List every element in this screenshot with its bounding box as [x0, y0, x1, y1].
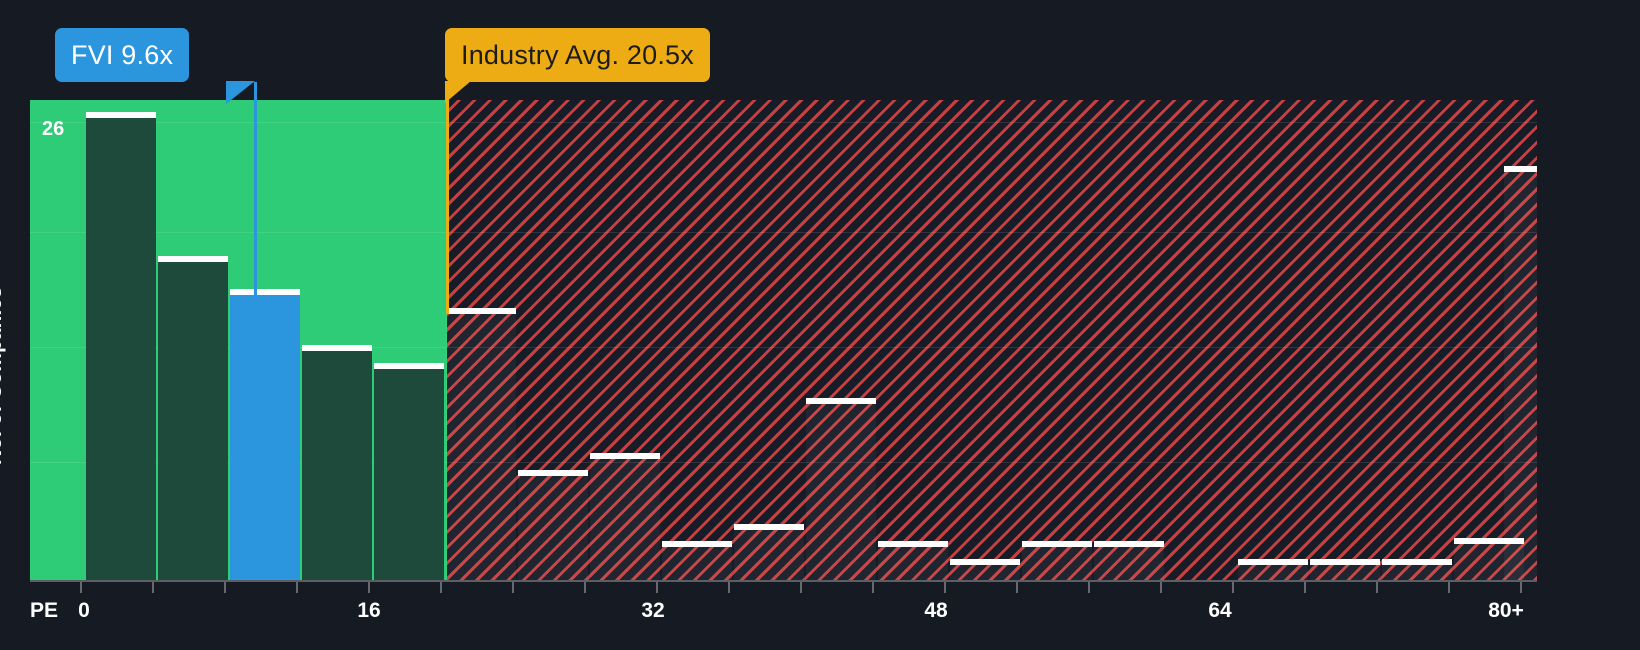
bar-pe-0-4[interactable]: [86, 112, 156, 580]
bar-cap: [950, 559, 1020, 565]
fvi-marker-line: [254, 82, 257, 295]
industry-average-marker-line: [446, 82, 449, 314]
x-axis-tick: [368, 582, 370, 593]
x-axis-label-0: 0: [78, 599, 90, 622]
bar-pe-64-68[interactable]: [1238, 559, 1308, 580]
x-axis-tick: [80, 582, 82, 593]
x-axis-tick: [440, 582, 442, 593]
x-axis-tick: [224, 582, 226, 593]
x-axis-label-48: 48: [924, 599, 948, 622]
bar-pe-32-36[interactable]: [662, 541, 732, 580]
x-axis-tick: [1376, 582, 1378, 593]
x-axis-tick: [152, 582, 154, 593]
x-axis-tick: [728, 582, 730, 593]
bar-pe-4-8[interactable]: [158, 256, 228, 580]
bar-cap: [302, 345, 372, 351]
x-axis-tick: [872, 582, 874, 593]
x-axis-label-80-plus: 80+: [1488, 599, 1524, 622]
fvi-callout[interactable]: FVI 9.6x: [55, 28, 190, 82]
bar-cap: [590, 453, 660, 459]
bar-pe-52-56[interactable]: [1022, 541, 1092, 580]
bar-pe-8-12-highlight[interactable]: [230, 289, 300, 580]
x-axis-line: [30, 580, 1537, 582]
bar-pe-28-32[interactable]: [590, 453, 660, 580]
bar-pe-76-80[interactable]: [1454, 538, 1524, 580]
x-axis-tick: [800, 582, 802, 593]
bar-cap: [878, 541, 948, 547]
bar-cap: [734, 524, 804, 530]
y-axis-title: No. of Companies: [0, 286, 6, 465]
bar-cap: [230, 289, 300, 295]
bar-pe-40-44[interactable]: [806, 398, 876, 580]
industry-average-callout[interactable]: Industry Avg. 20.5x: [445, 28, 710, 82]
x-axis-tick: [1016, 582, 1018, 593]
y-axis-max-value: 26: [42, 118, 65, 140]
bar-pe-12-16[interactable]: [302, 345, 372, 580]
x-axis-tick: [1304, 582, 1306, 593]
bar-cap: [518, 470, 588, 476]
x-axis-tick: [656, 582, 658, 593]
x-axis-tick: [1088, 582, 1090, 593]
bar-cap: [1504, 166, 1537, 172]
industry-average-callout-tail: [445, 81, 471, 103]
bar-cap: [1094, 541, 1164, 547]
x-axis-tick: [944, 582, 946, 593]
bar-pe-56-60[interactable]: [1094, 541, 1164, 580]
x-axis-title: PE: [30, 599, 59, 622]
bar-pe-68-72[interactable]: [1310, 559, 1380, 580]
fvi-callout-tail: [226, 81, 255, 104]
bar-pe-44-48[interactable]: [878, 541, 948, 580]
x-axis-label-32: 32: [641, 599, 665, 622]
x-axis-tick: [1160, 582, 1162, 593]
bar-cap: [374, 363, 444, 369]
x-axis-tick: [512, 582, 514, 593]
bar-cap: [1310, 559, 1380, 565]
bar-pe-20-24[interactable]: [446, 308, 516, 580]
industry-average-callout-label: Industry Avg. 20.5x: [461, 39, 694, 70]
bar-pe-24-28[interactable]: [518, 470, 588, 580]
bar-pe-80-plus[interactable]: [1504, 166, 1537, 580]
x-axis-label-64: 64: [1208, 599, 1232, 622]
x-axis-tick: [1520, 582, 1522, 593]
bar-pe-48-52[interactable]: [950, 559, 1020, 580]
fvi-callout-label: FVI 9.6x: [71, 39, 174, 70]
x-axis-tick: [1448, 582, 1450, 593]
bar-cap: [1022, 541, 1092, 547]
bar-pe-72-76[interactable]: [1382, 559, 1452, 580]
bar-cap: [662, 541, 732, 547]
zone-overvalued-hatched: [447, 100, 1537, 580]
bar-cap: [86, 112, 156, 118]
x-axis-tick: [584, 582, 586, 593]
x-axis-label-16: 16: [357, 599, 381, 622]
bar-cap: [158, 256, 228, 262]
x-axis-tick: [1232, 582, 1234, 593]
bar-cap: [806, 398, 876, 404]
bar-pe-36-40[interactable]: [734, 524, 804, 580]
bar-cap: [446, 308, 516, 314]
bar-pe-16-20[interactable]: [374, 363, 444, 580]
x-axis-tick: [296, 582, 298, 593]
bar-cap: [1238, 559, 1308, 565]
bar-cap: [1454, 538, 1524, 544]
bar-cap: [1382, 559, 1452, 565]
